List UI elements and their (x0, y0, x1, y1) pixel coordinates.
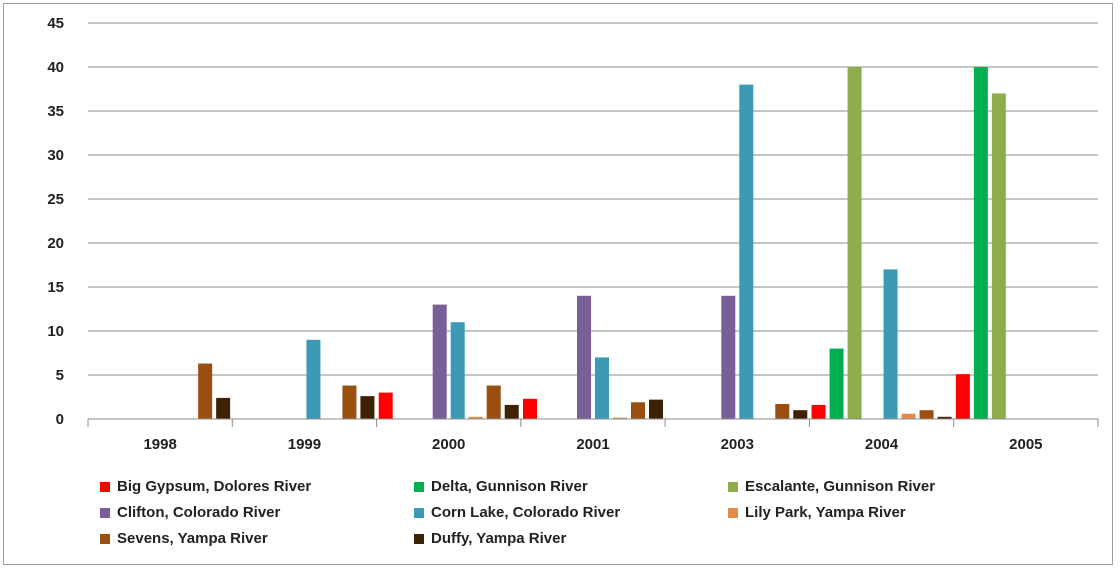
x-tick-label: 2001 (576, 436, 609, 453)
legend-item: Big Gypsum, Dolores River (100, 478, 410, 495)
bar (739, 84, 754, 419)
x-tick-label: 2000 (432, 436, 465, 453)
legend-swatch (100, 481, 110, 492)
bar (811, 404, 826, 419)
legend-swatch (414, 533, 424, 544)
bar (613, 417, 627, 419)
legend-item: Delta, Gunnison River (414, 478, 724, 495)
bar (216, 397, 231, 419)
bar (432, 304, 447, 419)
legend-item: Corn Lake, Colorado River (414, 504, 724, 521)
bar (649, 399, 663, 419)
legend-swatch (414, 507, 424, 518)
bar (595, 357, 609, 419)
bar (504, 404, 519, 419)
y-tick-label: 35 (47, 103, 64, 120)
chart-frame (3, 3, 1113, 565)
legend-label: Delta, Gunnison River (431, 478, 588, 495)
y-axis-ticks: 0 5 10 15 20 25 30 35 40 45 (47, 15, 64, 428)
bars (198, 67, 1006, 420)
y-tick-label: 0 (56, 411, 64, 428)
x-tick-label: 2005 (1009, 436, 1042, 453)
bar (306, 339, 321, 419)
legend-label: Big Gypsum, Dolores River (117, 478, 312, 495)
bar (937, 416, 952, 419)
bar (973, 67, 988, 419)
bar (847, 67, 862, 419)
x-tick-label: 2004 (865, 436, 899, 453)
y-tick-label: 5 (56, 367, 64, 384)
bar (793, 410, 808, 419)
bar (901, 413, 916, 419)
y-tick-label: 45 (47, 15, 64, 32)
legend-swatch (728, 481, 738, 492)
bar (450, 322, 465, 419)
legend: Big Gypsum, Dolores River Delta, Gunnison… (100, 478, 1090, 547)
bar (631, 402, 645, 419)
x-axis: 1998 1999 2000 2001 2003 2004 2005 (87, 418, 1099, 453)
y-tick-label: 40 (47, 59, 64, 76)
legend-label: Clifton, Colorado River (117, 504, 281, 521)
bar (360, 396, 375, 419)
bar-chart: 0 5 10 15 20 25 30 35 40 45 1998 1999 2000 2001 2003 2… (47, 15, 1099, 453)
legend-item: Duffy, Yampa River (414, 530, 724, 547)
legend-item: Lily Park, Yampa River (728, 504, 1058, 521)
legend-label: Sevens, Yampa River (117, 530, 268, 547)
bar (486, 385, 501, 419)
x-tick-label: 2003 (721, 436, 754, 453)
y-tick-label: 25 (47, 191, 64, 208)
bar (829, 348, 844, 419)
bar (577, 295, 591, 419)
legend-label: Lily Park, Yampa River (745, 504, 906, 521)
y-tick-label: 30 (47, 147, 64, 164)
bar (198, 363, 213, 419)
bar (991, 93, 1006, 420)
legend-label: Escalante, Gunnison River (745, 478, 936, 495)
y-tick-label: 20 (47, 235, 64, 252)
legend-swatch (100, 533, 110, 544)
legend-swatch (100, 507, 110, 518)
legend-item: Sevens, Yampa River (100, 530, 410, 547)
x-tick-label: 1998 (143, 436, 176, 453)
bar (883, 269, 898, 419)
legend-label: Corn Lake, Colorado River (431, 504, 621, 521)
gridlines (88, 22, 1098, 376)
x-tick-label: 1999 (288, 436, 321, 453)
bar (342, 385, 357, 419)
legend-item: Clifton, Colorado River (100, 504, 410, 521)
legend-item: Escalante, Gunnison River (728, 478, 1058, 495)
bar (955, 374, 970, 419)
bar (468, 416, 483, 419)
bar (919, 410, 934, 419)
bar (775, 404, 790, 419)
bar (721, 295, 736, 419)
legend-swatch (414, 481, 424, 492)
legend-label: Duffy, Yampa River (431, 530, 567, 547)
legend-swatch (728, 507, 738, 518)
bar (378, 392, 393, 419)
bar (523, 398, 537, 419)
y-tick-label: 10 (47, 323, 64, 340)
y-tick-label: 15 (47, 279, 64, 296)
